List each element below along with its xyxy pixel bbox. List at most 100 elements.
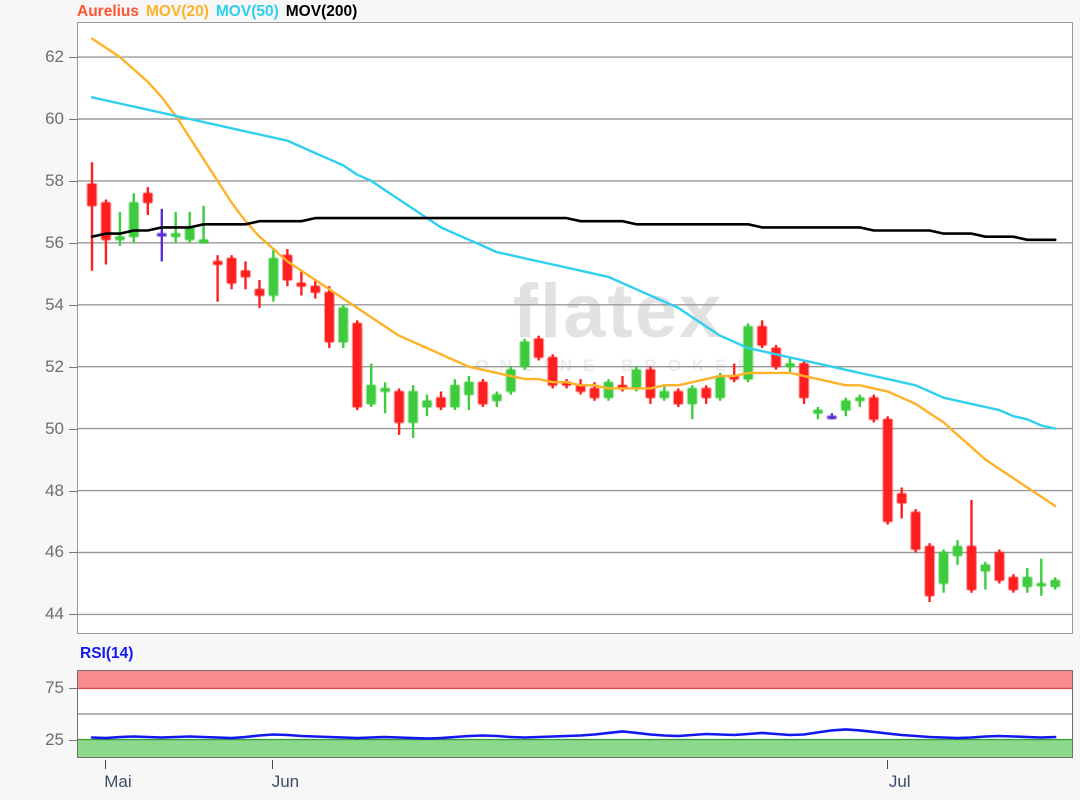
candlestick[interactable] bbox=[86, 162, 98, 271]
candlestick[interactable] bbox=[463, 376, 475, 411]
candlestick[interactable] bbox=[896, 487, 908, 519]
x-tick-label: Jul bbox=[888, 772, 911, 791]
price-y-tick-mark bbox=[69, 180, 78, 182]
x-tick-mark bbox=[272, 760, 274, 769]
candle-body bbox=[268, 257, 279, 297]
candlestick[interactable] bbox=[770, 345, 782, 370]
price-y-tick-mark bbox=[69, 490, 78, 492]
candlestick[interactable] bbox=[966, 499, 978, 593]
candlestick[interactable] bbox=[993, 549, 1005, 584]
candlestick[interactable] bbox=[924, 543, 936, 602]
candle-body bbox=[910, 511, 922, 551]
candlestick[interactable] bbox=[533, 335, 545, 361]
candlestick[interactable] bbox=[784, 357, 796, 373]
candlestick[interactable] bbox=[938, 549, 950, 593]
candle-body bbox=[114, 235, 126, 241]
candlestick[interactable] bbox=[882, 416, 894, 525]
candle-body bbox=[128, 201, 140, 238]
candlestick[interactable] bbox=[100, 199, 112, 265]
price-y-tick-label: 46 bbox=[45, 542, 64, 562]
candle-body bbox=[630, 368, 642, 390]
candlestick[interactable] bbox=[295, 270, 307, 296]
candlestick[interactable] bbox=[1035, 558, 1047, 596]
candlestick[interactable] bbox=[812, 407, 824, 420]
candle-body bbox=[700, 387, 712, 399]
candlestick[interactable] bbox=[589, 382, 601, 401]
candlestick[interactable] bbox=[226, 255, 237, 290]
candlestick[interactable] bbox=[240, 261, 251, 290]
candlestick[interactable] bbox=[128, 193, 140, 243]
candlestick[interactable] bbox=[268, 249, 279, 302]
candlestick[interactable] bbox=[575, 379, 587, 395]
rsi-overbought-band bbox=[78, 671, 1072, 689]
price-y-tick-mark bbox=[69, 614, 78, 616]
candle-body bbox=[240, 269, 251, 278]
candlestick[interactable] bbox=[505, 366, 517, 395]
legend-mov20[interactable]: MOV(20) bbox=[146, 3, 209, 20]
candlestick[interactable] bbox=[868, 394, 880, 423]
candle-body bbox=[533, 337, 545, 359]
candlestick[interactable] bbox=[449, 379, 461, 411]
candlestick[interactable] bbox=[365, 363, 377, 407]
candle-body bbox=[993, 551, 1005, 582]
candlestick[interactable] bbox=[156, 208, 168, 262]
candlestick[interactable] bbox=[407, 385, 419, 438]
legend-mov50[interactable]: MOV(50) bbox=[215, 3, 279, 20]
candlestick[interactable] bbox=[686, 385, 698, 420]
candlestick[interactable] bbox=[700, 385, 712, 404]
rsi-chart-panel[interactable] bbox=[77, 670, 1073, 758]
candlestick[interactable] bbox=[979, 561, 991, 590]
candle-body bbox=[1021, 576, 1033, 588]
candle-body bbox=[379, 387, 391, 393]
price-y-tick-mark bbox=[69, 118, 78, 120]
candlestick[interactable] bbox=[212, 255, 224, 302]
candlestick[interactable] bbox=[351, 320, 363, 411]
candlestick[interactable] bbox=[435, 391, 447, 411]
price-y-tick-mark bbox=[69, 366, 78, 368]
candlestick[interactable] bbox=[840, 397, 852, 417]
candlestick[interactable] bbox=[309, 280, 321, 299]
candlestick[interactable] bbox=[658, 385, 670, 401]
candle-body bbox=[1007, 576, 1019, 591]
candle-body bbox=[798, 362, 810, 399]
candlestick[interactable] bbox=[756, 320, 768, 349]
candlestick[interactable] bbox=[114, 211, 126, 246]
candlestick[interactable] bbox=[323, 286, 335, 349]
candle-body bbox=[979, 563, 991, 573]
candlestick[interactable] bbox=[1049, 577, 1061, 590]
rsi-legend[interactable]: RSI(14) bbox=[80, 645, 134, 662]
candlestick[interactable] bbox=[491, 391, 503, 408]
candlestick[interactable] bbox=[547, 354, 559, 389]
candlestick[interactable] bbox=[952, 540, 964, 565]
candlestick[interactable] bbox=[603, 379, 615, 401]
candlestick[interactable] bbox=[337, 304, 349, 349]
candlestick[interactable] bbox=[798, 360, 810, 404]
candlestick[interactable] bbox=[644, 366, 656, 404]
candle-body bbox=[282, 254, 293, 282]
legend-symbol[interactable]: Aurelius bbox=[77, 3, 140, 20]
candle-body bbox=[519, 340, 531, 368]
price-y-tick-label: 52 bbox=[45, 356, 64, 376]
candlestick[interactable] bbox=[142, 187, 154, 215]
candle-body bbox=[1049, 579, 1061, 588]
candle-body bbox=[672, 390, 684, 405]
candlestick[interactable] bbox=[254, 280, 265, 308]
candle-body bbox=[742, 325, 754, 381]
candlestick[interactable] bbox=[519, 338, 531, 370]
candlestick[interactable] bbox=[672, 388, 684, 407]
candlestick[interactable] bbox=[393, 388, 405, 435]
candlestick[interactable] bbox=[477, 379, 489, 407]
candle-body bbox=[449, 384, 461, 409]
candlestick[interactable] bbox=[421, 394, 433, 417]
candle-body bbox=[212, 260, 224, 266]
ma-line-mov20 bbox=[90, 37, 1057, 508]
candlestick[interactable] bbox=[826, 413, 838, 420]
candlestick[interactable] bbox=[854, 394, 866, 407]
candlestick[interactable] bbox=[1021, 568, 1033, 593]
candlestick[interactable] bbox=[282, 249, 293, 287]
candlestick[interactable] bbox=[379, 382, 391, 414]
candlestick[interactable] bbox=[910, 509, 922, 553]
candlestick[interactable] bbox=[1007, 574, 1019, 593]
price-chart-panel[interactable]: flatex ONLINE BROKER bbox=[77, 22, 1073, 634]
legend-mov200[interactable]: MOV(200) bbox=[285, 3, 358, 20]
